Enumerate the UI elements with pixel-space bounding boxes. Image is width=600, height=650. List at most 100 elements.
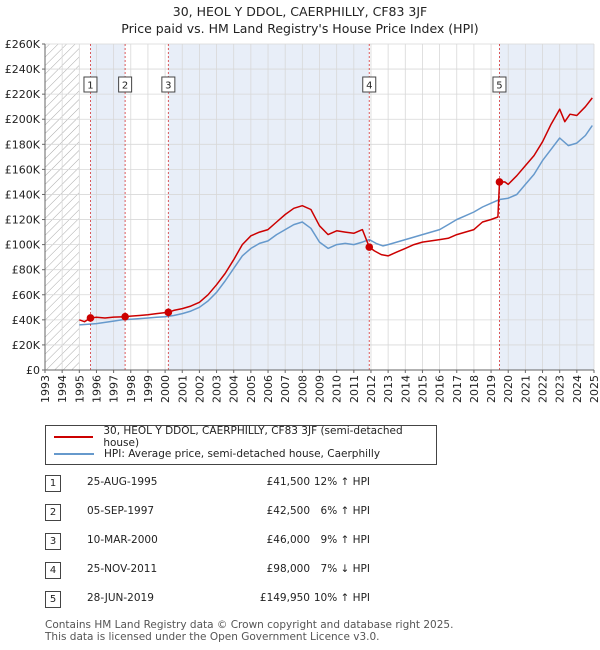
x-tick-label: 2014	[399, 375, 412, 403]
x-tick-label: 2021	[519, 375, 532, 403]
x-tick-label: 2000	[159, 375, 172, 403]
x-tick-label: 2002	[193, 375, 206, 403]
transaction-hpi-diff: 6% ↑ HPI	[320, 505, 370, 517]
sale-label-box-4	[362, 76, 377, 93]
y-tick-label: £40K	[12, 314, 41, 327]
transaction-row: 4 25-NOV-2011 £98,000 7% ↓ HPI	[45, 562, 445, 579]
sale-point-2	[121, 312, 129, 321]
chart-subtitle: Price paid vs. HM Land Registry's House …	[121, 21, 479, 36]
legend-line-hpi	[54, 453, 94, 455]
transaction-date: 05-SEP-1997	[87, 505, 155, 517]
y-tick-label: £60K	[12, 289, 41, 302]
sale-label-2: 2	[122, 81, 128, 92]
legend-label-hpi: HPI: Average price, semi-detached house,…	[104, 448, 381, 460]
sale-label-box-1	[83, 76, 98, 93]
x-tick-label: 2010	[331, 375, 344, 403]
transaction-number: 2	[45, 504, 61, 521]
transaction-number: 4	[45, 562, 61, 579]
y-tick-label: £140K	[5, 188, 41, 201]
transaction-price: £41,500	[266, 476, 310, 488]
x-tick-label: 2012	[365, 375, 378, 403]
x-tick-label: 2008	[296, 375, 309, 403]
transaction-price: £42,500	[266, 505, 310, 517]
y-tick-label: £180K	[5, 138, 41, 151]
x-tick-label: 2017	[451, 375, 464, 403]
transaction-hpi-diff: 12% ↑ HPI	[313, 476, 370, 488]
transaction-date: 25-AUG-1995	[87, 476, 158, 488]
legend-label-property: 30, HEOL Y DDOL, CAERPHILLY, CF83 3JF (s…	[103, 425, 403, 449]
sale-point-3	[164, 308, 173, 317]
transaction-number: 3	[45, 533, 61, 550]
y-tick-label: £220K	[5, 88, 41, 101]
x-tick-label: 2005	[245, 375, 258, 403]
x-tick-label: 2024	[571, 375, 584, 403]
x-tick-label: 1995	[73, 375, 86, 403]
y-tick-label: £240K	[5, 63, 41, 76]
transaction-row: 3 10-MAR-2000 £46,000 9% ↑ HPI	[45, 533, 445, 550]
transaction-number: 1	[45, 475, 61, 492]
x-tick-label: 2006	[262, 375, 275, 403]
x-tick-label: 2019	[485, 375, 498, 403]
x-tick-label: 1993	[39, 375, 52, 403]
sale-point-4	[365, 243, 374, 251]
transaction-hpi-diff: 9% ↑ HPI	[320, 534, 370, 546]
transaction-hpi-diff: 10% ↑ HPI	[313, 592, 370, 604]
legend-item-hpi: HPI: Average price, semi-detached house,…	[54, 446, 380, 462]
price-chart: 1 2 3 4 5 £0 £20K £40K £60K £80K £100K £120K £140K £…	[5, 38, 600, 403]
x-tick-label: 2025	[588, 375, 600, 403]
x-tick-label: 2003	[211, 375, 224, 403]
sale-label-box-2	[118, 76, 133, 93]
transaction-date: 10-MAR-2000	[87, 534, 158, 546]
x-tick-label: 2013	[382, 375, 395, 403]
transaction-date: 28-JUN-2019	[87, 592, 154, 604]
transaction-row: 1 25-AUG-1995 £41,500 12% ↑ HPI	[45, 475, 445, 492]
chart-title: 30, HEOL Y DDOL, CAERPHILLY, CF83 3JF	[172, 4, 428, 19]
x-tick-label: 1999	[142, 375, 155, 403]
x-tick-label: 2004	[228, 375, 241, 403]
transaction-price: £149,950	[259, 592, 310, 604]
x-tick-label: 2015	[416, 375, 429, 403]
y-tick-label: £160K	[5, 163, 41, 176]
chart-legend: 30, HEOL Y DDOL, CAERPHILLY, CF83 3JF (s…	[45, 425, 437, 465]
footer-line-2: This data is licensed under the Open Gov…	[45, 630, 380, 643]
sale-label-box-5	[492, 76, 507, 93]
y-tick-label: £20K	[12, 339, 41, 352]
transaction-row: 2 05-SEP-1997 £42,500 6% ↑ HPI	[45, 504, 445, 521]
sale-point-5	[495, 178, 504, 186]
y-tick-label: £100K	[5, 239, 41, 252]
x-tick-label: 2016	[434, 375, 447, 403]
transaction-number: 5	[45, 591, 61, 608]
sale-label-4: 4	[366, 81, 372, 92]
transaction-price: £46,000	[266, 534, 310, 546]
hpi-series-line	[79, 125, 593, 326]
y-tick-label: £120K	[5, 214, 41, 227]
x-tick-label: 2022	[537, 375, 550, 403]
sale-label-3: 3	[165, 81, 171, 92]
x-tick-label: 1997	[108, 375, 121, 403]
x-tick-label: 2007	[279, 375, 292, 403]
y-tick-label: £80K	[12, 264, 41, 277]
footer-line-1: Contains HM Land Registry data © Crown c…	[45, 619, 454, 631]
shaded-period-3	[499, 44, 594, 370]
sale-point-1	[86, 314, 95, 322]
y-tick-label: £200K	[5, 113, 41, 126]
x-tick-label: 1998	[125, 375, 138, 403]
x-tick-label: 2011	[348, 375, 361, 403]
transaction-row: 5 28-JUN-2019 £149,950 10% ↑ HPI	[45, 591, 445, 608]
shaded-period-2	[168, 44, 370, 370]
sale-label-1: 1	[87, 81, 93, 92]
x-tick-label: 1996	[90, 375, 103, 403]
x-tick-label: 2020	[502, 375, 515, 403]
legend-item-property: 30, HEOL Y DDOL, CAERPHILLY, CF83 3JF (s…	[54, 425, 436, 449]
transaction-price: £98,000	[266, 563, 310, 575]
y-tick-label: £260K	[5, 38, 41, 51]
transaction-date: 25-NOV-2011	[87, 563, 158, 575]
x-tick-label: 2009	[314, 375, 327, 403]
footer: Contains HM Land Registry data © Crown c…	[45, 619, 454, 643]
shaded-period-1	[90, 44, 126, 370]
x-tick-label: 2001	[176, 375, 189, 403]
x-tick-label: 2023	[554, 375, 567, 403]
x-tick-label: 1994	[56, 375, 69, 403]
legend-line-property	[54, 436, 94, 438]
x-tick-label: 2018	[468, 375, 481, 403]
